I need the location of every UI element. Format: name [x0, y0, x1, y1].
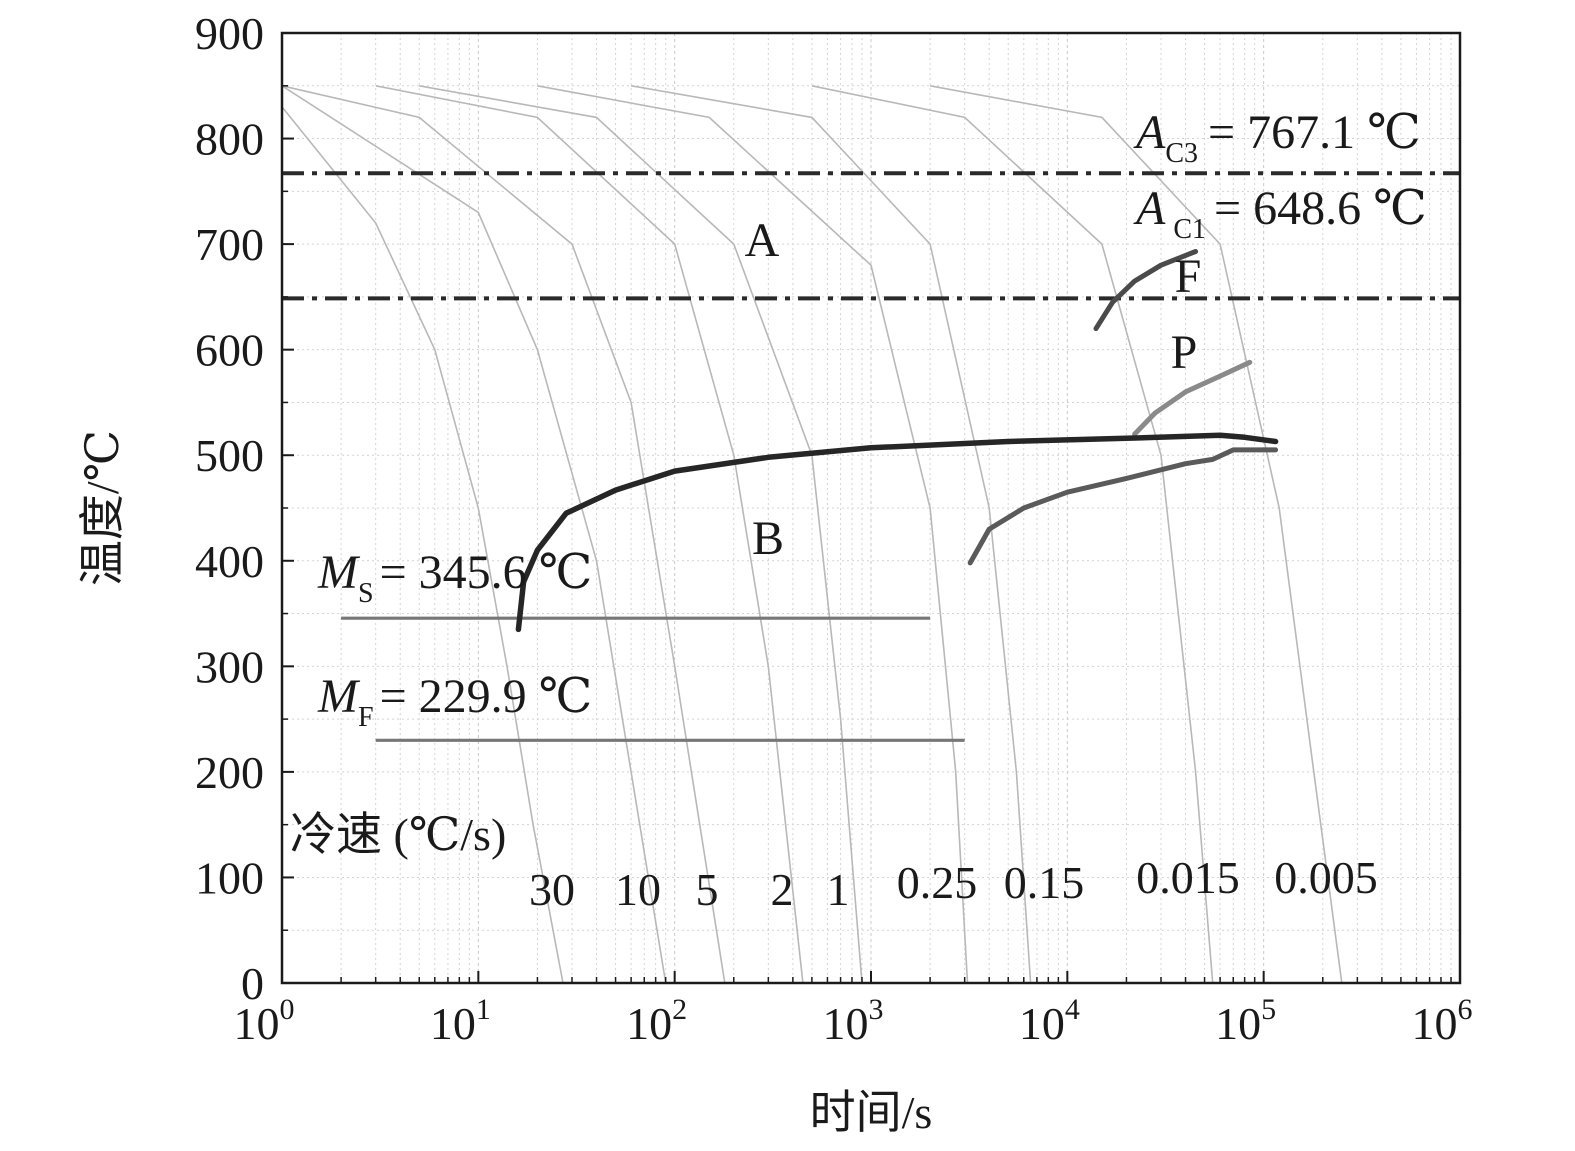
axis-ticks — [281, 32, 1461, 984]
x-tick-label: 101 — [430, 993, 491, 1049]
cooling-curve-10 — [281, 85, 667, 984]
cooling-curve-5 — [281, 85, 726, 984]
cooling-rate-title: 冷速 (℃/s) — [290, 809, 506, 860]
transformation-curves — [515, 249, 1279, 633]
transformation-curve-b-start — [515, 432, 1279, 633]
y-tick-label: 500 — [195, 430, 264, 481]
y-tick-label: 100 — [195, 852, 264, 903]
cooling-rate-label-1: 1 — [827, 864, 850, 915]
y-tick-label: 200 — [195, 747, 264, 798]
ac3-annotation: AC3 = 767.1 ℃ — [1133, 106, 1421, 169]
transformation-curve-b-finish — [967, 447, 1279, 566]
x-tick-label: 106 — [1412, 993, 1473, 1049]
y-tick-label: 0 — [241, 958, 264, 1009]
cooling-curve-0.015 — [811, 85, 1214, 984]
y-axis-title: 温度/℃ — [77, 430, 128, 586]
cooling-curves — [281, 85, 1343, 984]
cooling-curve-0.15 — [630, 85, 1032, 984]
cooling-curve-2 — [375, 85, 804, 984]
x-tick-label: 102 — [626, 993, 687, 1049]
y-tick-label: 300 — [195, 641, 264, 692]
y-tick-label: 400 — [195, 536, 264, 587]
cooling-curve-0.005 — [929, 85, 1343, 984]
x-axis-title: 时间/s — [810, 1087, 933, 1138]
cooling-curve-0.25 — [537, 85, 969, 984]
region-label-p: P — [1171, 326, 1198, 379]
region-label-f: F — [1175, 250, 1202, 303]
cooling-rate-label-30: 30 — [529, 864, 575, 915]
x-tick-label: 103 — [823, 993, 884, 1049]
region-label-b: B — [752, 512, 784, 565]
cooling-curve-30 — [281, 106, 564, 984]
x-tick-label: 105 — [1215, 993, 1276, 1049]
cooling-rate-label-0.15: 0.15 — [1004, 857, 1085, 908]
cooling-rate-label-0.015: 0.015 — [1136, 852, 1240, 903]
y-tick-label: 700 — [195, 219, 264, 270]
cooling-rate-label-5: 5 — [696, 864, 719, 915]
transformation-curve-p — [1132, 359, 1253, 437]
y-tick-label: 900 — [195, 8, 264, 59]
cooling-rate-label-2: 2 — [771, 864, 794, 915]
transformation-curve-f — [1093, 249, 1199, 332]
mf-annotation: MF = 229.9 ℃ — [317, 670, 592, 733]
ms-annotation: MS = 345.6 ℃ — [317, 546, 592, 609]
cooling-rate-label-10: 10 — [615, 864, 661, 915]
axis-tick-labels: 100 101 102 103 104 105 1060100200300400500600… — [195, 8, 1473, 1049]
cooling-rate-label-0.005: 0.005 — [1274, 852, 1378, 903]
x-tick-label: 100 — [234, 993, 295, 1049]
x-tick-label: 104 — [1019, 993, 1080, 1049]
region-label-a: A — [745, 214, 780, 267]
cooling-rate-label-0.25: 0.25 — [897, 857, 978, 908]
ac1-annotation: A C1 = 648.6 ℃ — [1133, 182, 1427, 245]
cooling-curve-1 — [419, 85, 863, 984]
y-tick-label: 600 — [195, 325, 264, 376]
y-tick-label: 800 — [195, 114, 264, 165]
critical-temperature-lines — [282, 171, 1460, 742]
